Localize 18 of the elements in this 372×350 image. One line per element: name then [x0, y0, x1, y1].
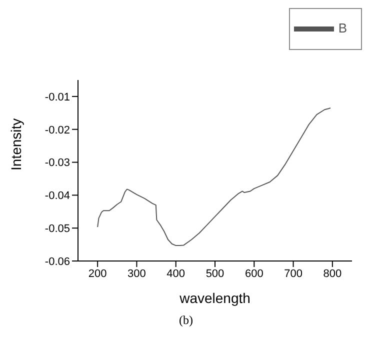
line-series	[97, 107, 331, 246]
y-tick-label: -0.01	[44, 91, 70, 104]
x-tick-label: 700	[284, 268, 302, 280]
y-tick-label: -0.03	[44, 157, 70, 170]
legend-label: B	[338, 20, 347, 36]
text: (b)	[178, 313, 194, 328]
y-tick-label: -0.05	[44, 222, 70, 235]
x-tick-label: 800	[323, 268, 342, 280]
x-tick-label: 600	[244, 268, 264, 280]
x-tick-label: 200	[88, 268, 107, 280]
y-axis-title: Intensity	[8, 118, 24, 170]
y-tick-label: -0.02	[44, 124, 70, 136]
x-tick-label: 300	[128, 268, 146, 280]
x-axis-title: wavelength	[178, 290, 250, 306]
y-tick-label: -0.04	[44, 190, 70, 202]
x-tick-label: 400	[166, 268, 186, 280]
x-tick-label: 500	[206, 268, 224, 280]
y-tick-label: -0.06	[44, 256, 70, 268]
